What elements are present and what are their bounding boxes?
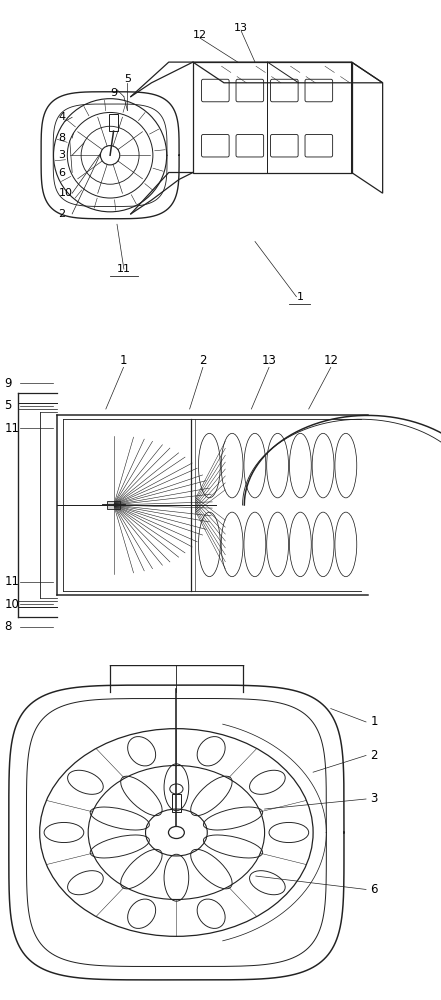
Text: 3: 3 (58, 150, 65, 160)
Text: 11: 11 (4, 575, 19, 588)
Text: 1: 1 (370, 715, 378, 728)
Text: 10: 10 (4, 598, 19, 611)
Text: 11: 11 (117, 264, 131, 274)
Text: 4: 4 (58, 112, 65, 122)
Text: 2: 2 (199, 355, 207, 367)
Text: 6: 6 (58, 167, 65, 178)
Bar (172, 794, 181, 812)
Text: 13: 13 (234, 23, 248, 33)
Text: 9: 9 (110, 88, 117, 98)
Text: 5: 5 (124, 74, 131, 84)
Text: 2: 2 (370, 749, 378, 762)
Text: 2: 2 (58, 209, 65, 219)
Text: 9: 9 (4, 377, 12, 390)
Text: 6: 6 (370, 883, 378, 896)
Text: 8: 8 (58, 133, 65, 143)
Text: 13: 13 (262, 355, 277, 367)
Text: 10: 10 (58, 188, 72, 198)
Text: 11: 11 (4, 422, 19, 435)
Bar (107, 501, 120, 509)
Text: 1: 1 (296, 292, 303, 302)
Text: 1: 1 (120, 355, 127, 367)
Text: 12: 12 (193, 29, 207, 39)
Text: 12: 12 (323, 355, 338, 367)
Text: 5: 5 (4, 399, 12, 412)
Text: 8: 8 (4, 620, 12, 633)
Text: 3: 3 (370, 792, 378, 806)
Bar (109, 114, 118, 131)
